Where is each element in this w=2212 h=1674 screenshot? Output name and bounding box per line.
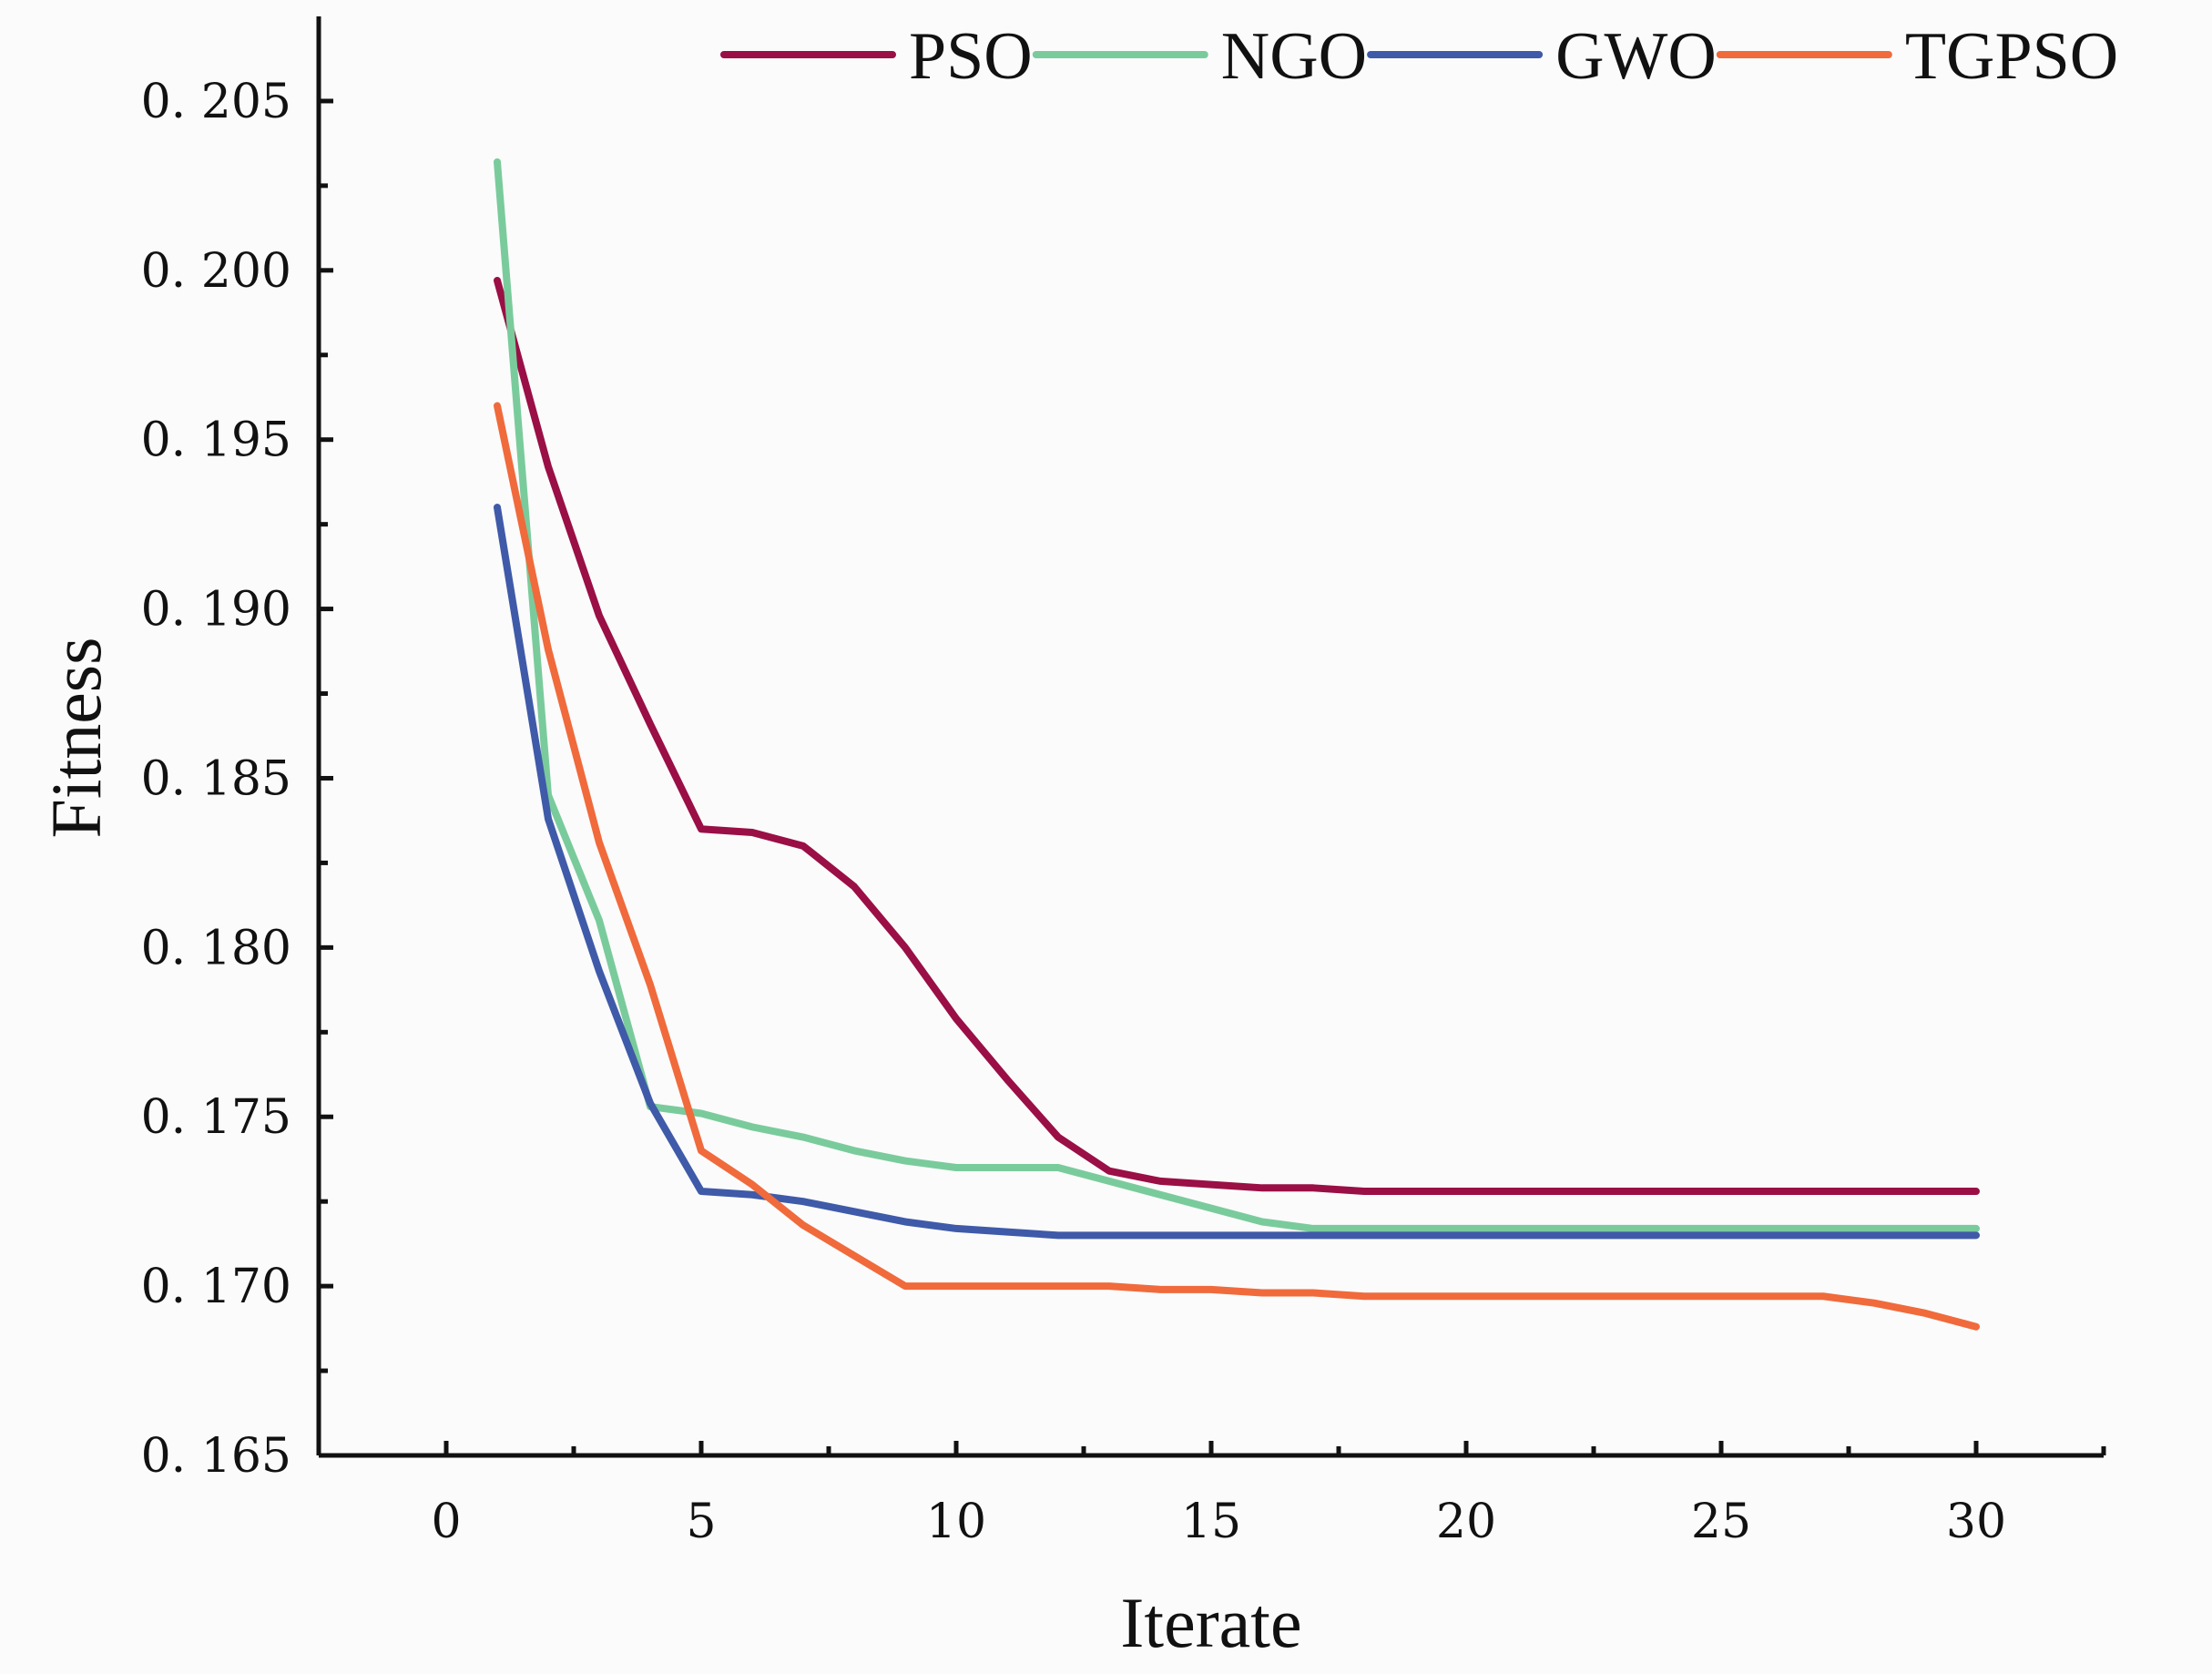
y-tick-label: 0. 190	[141, 583, 291, 638]
legend: PSO NGO GWO TGPSO	[720, 19, 2118, 94]
y-tick-label: 0. 195	[141, 413, 291, 468]
series-line-tgpso	[494, 402, 1980, 1331]
y-tick-label: 0. 180	[141, 921, 291, 975]
x-axis-title: Iterate	[1120, 1583, 1301, 1662]
series-line-gwo	[494, 504, 1980, 1240]
series-line-pso	[494, 276, 1980, 1196]
series-line-ngo	[494, 158, 1980, 1232]
x-tick-label: 0	[431, 1495, 461, 1549]
x-tick-label: 5	[686, 1495, 716, 1549]
legend-label-ngo: NGO	[1221, 19, 1367, 94]
y-axis-title: Fitness	[36, 637, 116, 838]
x-tick-label: 10	[926, 1495, 986, 1549]
x-tick-label: 25	[1691, 1495, 1751, 1549]
x-tick-label: 30	[1946, 1495, 2006, 1549]
legend-label-gwo: GWO	[1555, 19, 1717, 94]
series-lines	[494, 158, 1980, 1331]
legend-label-tgpso: TGPSO	[1905, 19, 2118, 94]
x-tick-label: 20	[1436, 1495, 1496, 1549]
y-tick-label: 0. 200	[141, 244, 291, 299]
y-tick-label: 0. 175	[141, 1090, 291, 1145]
axes: 0. 165 0. 170 0. 175 0. 180 0. 185 0. 190 0. 1…	[141, 16, 2106, 1549]
legend-label-pso: PSO	[909, 19, 1033, 94]
x-tick-label: 15	[1181, 1495, 1241, 1549]
y-tick-label: 0. 165	[141, 1429, 291, 1484]
y-tick-label: 0. 205	[141, 75, 291, 129]
y-tick-label: 0. 185	[141, 751, 291, 806]
y-tick-label: 0. 170	[141, 1260, 291, 1314]
